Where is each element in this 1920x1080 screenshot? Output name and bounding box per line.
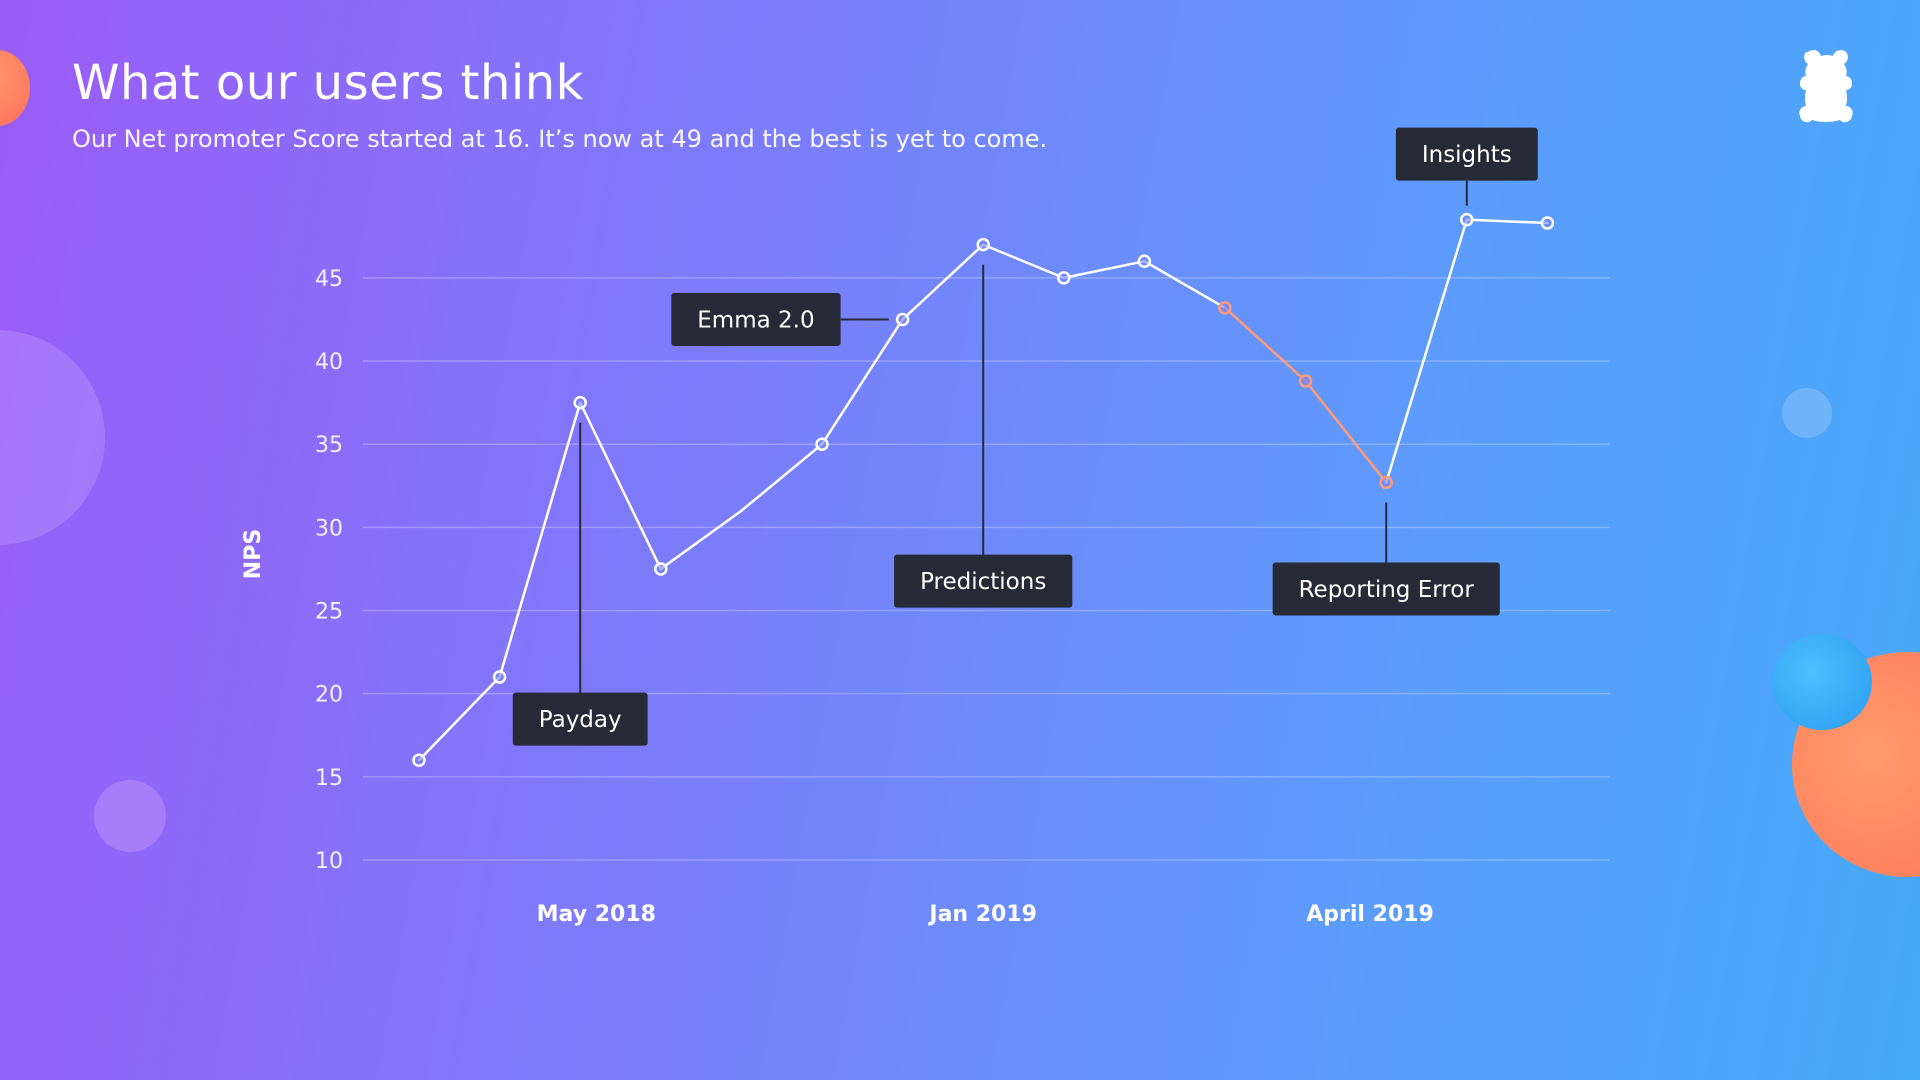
annotation-label: Predictions: [920, 569, 1046, 595]
page-subtitle: Our Net promoter Score started at 16. It…: [72, 125, 1048, 153]
series-line-segment: [981, 243, 1066, 280]
series-line-segment: [498, 401, 582, 679]
x-tick-label: Jan 2019: [927, 902, 1037, 927]
y-tick-label: 30: [315, 516, 343, 541]
data-point: [412, 753, 426, 767]
series-line-segment: [740, 442, 824, 512]
annotation-box: [671, 292, 841, 346]
annotation-label: Emma 2.0: [697, 307, 814, 333]
data-point: [1137, 254, 1152, 269]
series-line-segment: [1062, 260, 1146, 280]
y-tick-label: 20: [315, 683, 343, 708]
data-point: [895, 312, 910, 327]
annotation-box: [1272, 562, 1500, 616]
blue-circle-decoration: [1772, 634, 1872, 730]
x-tick-label: May 2018: [537, 902, 656, 927]
series-line-segment: [1304, 379, 1388, 484]
series-line-segment: [659, 509, 743, 571]
data-point: [815, 437, 829, 451]
series-line-segment: [901, 243, 985, 321]
series-line-segment: [578, 401, 663, 571]
page-title: What our users think: [72, 55, 584, 111]
data-point: [573, 395, 587, 410]
annotation-label: Reporting Error: [1299, 577, 1475, 603]
series-line-segment: [1384, 218, 1469, 484]
y-tick-label: 25: [315, 600, 343, 625]
annotation-box: [1395, 127, 1538, 181]
data-point: [1379, 475, 1393, 490]
data-point: [1540, 216, 1555, 230]
purple-small-circle-decoration: [94, 780, 166, 852]
data-point: [1218, 301, 1232, 315]
series-line-segment: [1465, 218, 1549, 225]
data-point: [654, 562, 668, 576]
y-tick-label: 40: [315, 350, 343, 375]
annotation-box: [894, 554, 1073, 608]
y-tick-label: 15: [315, 766, 343, 791]
series-line-segment: [1223, 306, 1307, 383]
annotation-label: Insights: [1422, 142, 1512, 168]
data-point: [1298, 374, 1313, 388]
data-point: [1460, 212, 1474, 227]
y-tick-label: 35: [315, 433, 343, 458]
blue-faint-circle-decoration: [1782, 388, 1832, 438]
x-tick-label: April 2019: [1306, 902, 1434, 927]
data-point: [976, 237, 990, 252]
data-point: [1057, 271, 1071, 285]
y-axis-title: NPS: [241, 529, 266, 579]
gummy-bear-logo-icon: [1799, 50, 1853, 123]
series-line-segment: [417, 675, 501, 762]
y-tick-label: 45: [315, 267, 343, 292]
annotation-box: [512, 692, 648, 746]
annotation-label: Payday: [539, 707, 622, 733]
series-line-segment: [1143, 260, 1227, 310]
data-point: [492, 670, 507, 684]
y-tick-label: 10: [315, 849, 343, 874]
series-line-segment: [820, 318, 904, 446]
